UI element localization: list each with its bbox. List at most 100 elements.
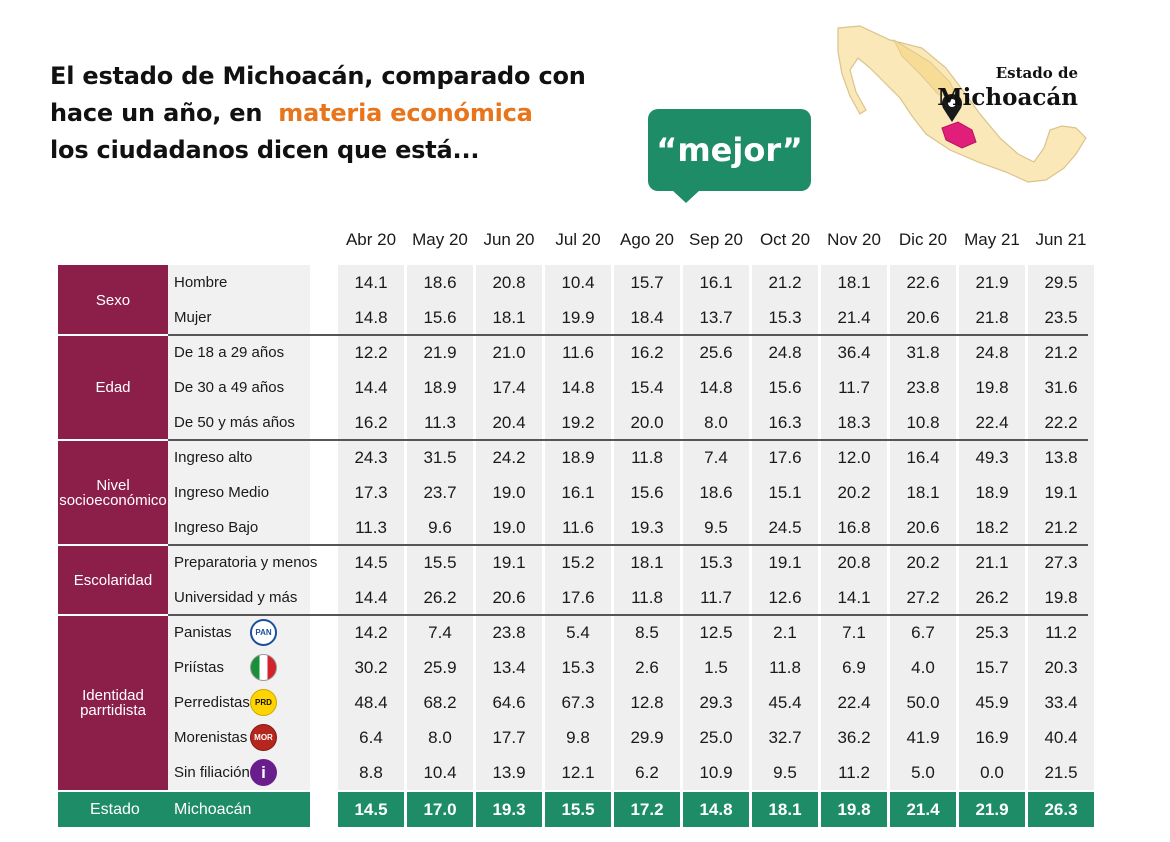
data-cell: 26.2 [975,588,1009,607]
cell-background [338,335,404,370]
cell-background [545,510,611,545]
data-cell: 18.9 [561,448,595,467]
cell-background [752,300,818,335]
data-cell: 13.9 [492,763,526,782]
headline-accent: materia económica [278,99,533,127]
row-label: Universidad y más [174,589,298,606]
cell-background [614,685,680,720]
data-cell: 12.1 [561,763,595,782]
data-cell: 22.4 [837,693,871,712]
cell-background [407,440,473,475]
data-cell: 25.0 [699,728,733,747]
cell-background [959,510,1025,545]
table-row [168,755,310,790]
cell-background [407,300,473,335]
cell-background [614,405,680,440]
data-cell: 8.8 [359,763,383,782]
cell-background [476,265,542,300]
cell-background [959,475,1025,510]
data-cell: 18.1 [837,273,871,292]
cell-background [545,265,611,300]
cell-background [407,580,473,615]
cell-background [959,615,1025,650]
data-cell: 14.5 [354,553,388,572]
cell-background [683,510,749,545]
data-cell: 18.1 [492,308,526,327]
data-cell: 7.4 [704,448,728,467]
data-cell: 19.1 [1044,483,1078,502]
cell-background [752,265,818,300]
data-cell: 2.6 [635,658,659,677]
table-row [168,405,310,440]
data-cell: 12.6 [768,588,802,607]
data-cell: 2.1 [773,623,797,642]
data-cell: 6.4 [359,728,383,747]
data-cell: 11.8 [631,448,663,467]
cell-background [890,615,956,650]
data-cell: 12.5 [699,623,733,642]
data-cell: 31.8 [906,343,940,362]
cell-background [545,720,611,755]
cell-background [821,370,887,405]
data-cell: 13.7 [699,308,733,327]
data-cell: 27.2 [906,588,940,607]
map-caption: Estado de Michoacán [937,64,1078,111]
cell-background [683,440,749,475]
data-cell: 48.4 [354,693,388,712]
cell-background [407,510,473,545]
data-cell: 14.1 [837,588,871,607]
data-cell: 20.6 [492,588,526,607]
data-cell: 10.9 [699,763,733,782]
data-cell: 7.4 [428,623,452,642]
cell-background [890,685,956,720]
data-cell: 22.6 [906,273,940,292]
data-cell: 12.0 [837,448,871,467]
cell-background [821,685,887,720]
headline-line-2-prefix: hace un año, en [50,99,263,127]
cell-background [821,755,887,790]
data-cell: 30.2 [354,658,388,677]
row-label: Mujer [174,309,212,326]
cell-background [545,405,611,440]
cell-background [890,545,956,580]
cell-background [338,720,404,755]
cell-background [752,685,818,720]
data-cell: 14.8 [561,378,595,397]
headline: El estado de Michoacán, comparado con ha… [50,58,586,169]
data-cell: 19.8 [975,378,1009,397]
data-cell: 20.3 [1044,658,1078,677]
data-cell: 23.8 [492,623,526,642]
cell-background [752,370,818,405]
cell-background [407,720,473,755]
cell-background [545,580,611,615]
cell-background [890,720,956,755]
cell-background [821,545,887,580]
row-label: Preparatoria y menos [174,554,318,571]
data-cell: 17.4 [492,378,526,397]
data-cell: 31.6 [1044,378,1078,397]
cell-background [752,510,818,545]
cell-background [407,650,473,685]
data-cell: 16.2 [630,343,664,362]
data-cell: 41.9 [906,728,940,747]
data-cell: 18.9 [423,378,457,397]
cell-background [476,475,542,510]
data-cell: 5.4 [566,623,590,642]
data-cell: 16.2 [354,413,388,432]
data-cell: 8.0 [704,413,728,432]
cell-background [683,615,749,650]
table-row [168,720,310,755]
data-cell: 15.7 [630,273,664,292]
data-cell: 18.3 [837,413,871,432]
category-label: Edad [58,335,168,440]
total-cell: 19.8 [821,792,887,827]
cell-background [614,510,680,545]
table-row [168,510,310,545]
data-cell: 25.6 [699,343,733,362]
cell-background [683,720,749,755]
cell-background [407,755,473,790]
data-cell: 16.1 [561,483,595,502]
data-cell: 15.3 [561,658,595,677]
cell-background [890,510,956,545]
data-cell: 15.2 [561,553,595,572]
